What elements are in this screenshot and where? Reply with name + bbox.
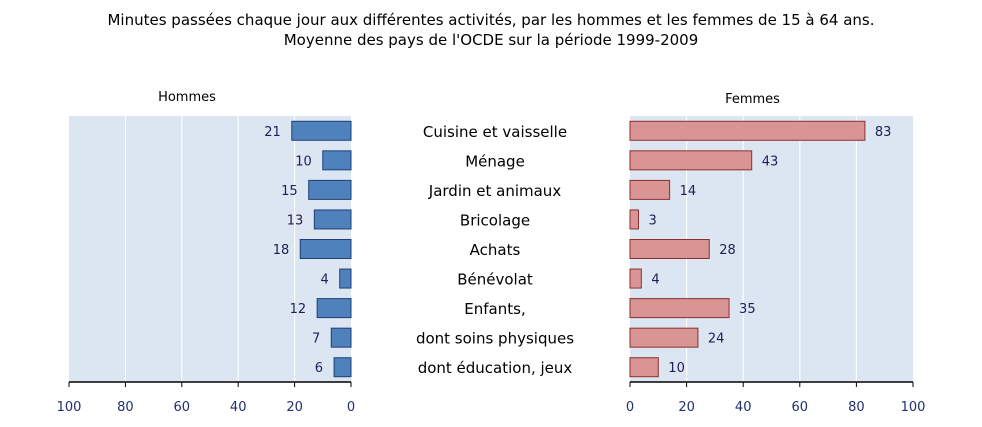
bar-femmes [629, 179, 671, 200]
data-label-femmes: 43 [762, 154, 779, 169]
series-name-femmes: Femmes [725, 92, 780, 107]
x-tick-label-left: 0 [347, 400, 355, 415]
x-tick-label-left: 20 [286, 400, 303, 415]
x-tick-label-left: 100 [57, 400, 82, 415]
bar-hommes [308, 179, 352, 200]
data-label-femmes: 10 [668, 361, 685, 376]
data-label-hommes: 12 [290, 302, 307, 317]
chart-title: Minutes passées chaque jour aux différen… [0, 10, 982, 50]
x-tick-label-left: 80 [117, 400, 134, 415]
data-label-femmes: 35 [739, 302, 756, 317]
category-label: Ménage [465, 152, 525, 170]
bar-hommes [330, 327, 352, 348]
category-label: Bricolage [460, 211, 530, 229]
category-label: dont éducation, jeux [418, 359, 573, 377]
bar-femmes [629, 209, 639, 230]
data-label-femmes: 3 [648, 213, 656, 228]
category-label: dont soins physiques [416, 330, 574, 348]
x-tick-label-left: 60 [174, 400, 191, 415]
bar-hommes [291, 120, 352, 141]
bar-hommes [333, 357, 352, 378]
title-line-1: Minutes passées chaque jour aux différen… [107, 11, 875, 29]
x-tick-label-left: 40 [230, 400, 247, 415]
bar-femmes [629, 298, 730, 319]
bar-hommes [299, 239, 352, 259]
bar-femmes [629, 120, 866, 141]
bar-hommes [316, 298, 352, 319]
bar-hommes [313, 209, 352, 230]
data-label-hommes: 18 [273, 243, 290, 258]
title-line-2: Moyenne des pays de l'OCDE sur la périod… [283, 31, 699, 49]
category-label: Enfants, [464, 300, 525, 318]
data-label-hommes: 15 [281, 184, 298, 199]
category-label: Achats [470, 241, 521, 259]
data-label-hommes: 6 [315, 361, 323, 376]
data-label-hommes: 21 [264, 125, 281, 140]
category-label: Cuisine et vaisselle [423, 123, 567, 141]
data-label-hommes: 13 [287, 213, 304, 228]
x-tick-label-right: 40 [735, 400, 752, 415]
bar-femmes [629, 268, 642, 289]
bar-femmes [629, 150, 753, 171]
data-label-femmes: 28 [719, 243, 736, 258]
x-tick-label-right: 60 [792, 400, 809, 415]
x-tick-label-right: 80 [848, 400, 865, 415]
category-label: Jardin et animaux [428, 182, 562, 200]
bar-femmes [629, 239, 710, 259]
bar-femmes [629, 327, 699, 348]
bar-femmes [629, 357, 659, 378]
series-name-hommes: Hommes [158, 90, 216, 105]
data-label-femmes: 14 [680, 184, 697, 199]
data-label-hommes: 7 [312, 332, 320, 347]
category-label: Bénévolat [457, 271, 533, 289]
data-label-femmes: 4 [651, 273, 659, 288]
bar-hommes [339, 268, 352, 289]
data-label-femmes: 83 [875, 125, 892, 140]
data-label-hommes: 4 [320, 273, 328, 288]
x-tick-label-right: 20 [678, 400, 695, 415]
data-label-femmes: 24 [708, 332, 725, 347]
x-tick-label-right: 100 [901, 400, 926, 415]
bar-hommes [322, 150, 352, 171]
data-label-hommes: 10 [295, 154, 312, 169]
x-tick-label-right: 0 [626, 400, 634, 415]
